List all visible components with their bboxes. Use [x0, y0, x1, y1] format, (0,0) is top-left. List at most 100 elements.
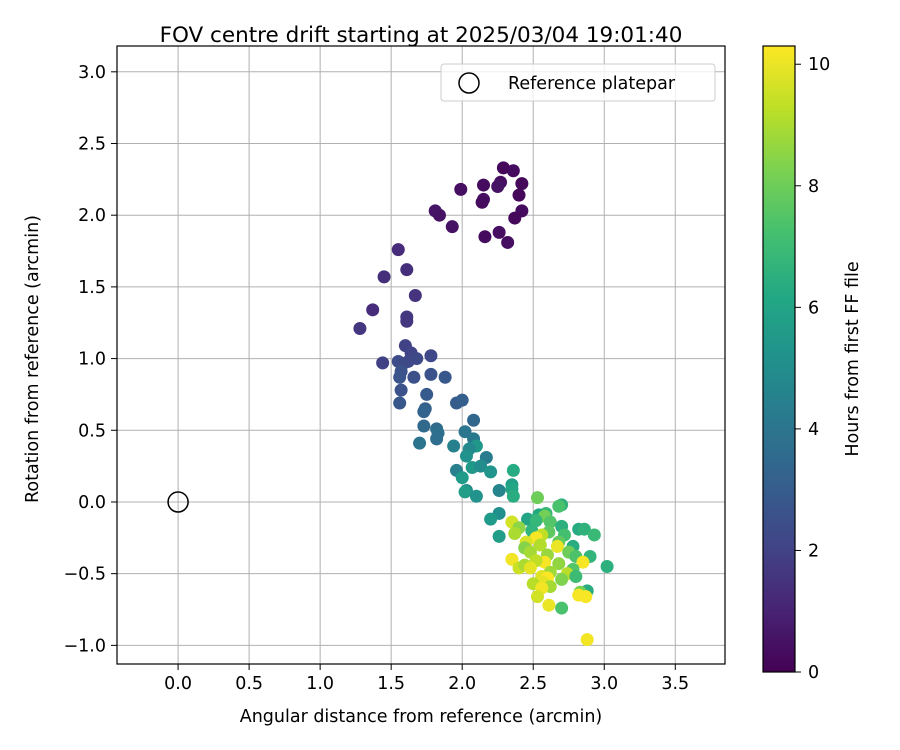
data-point — [508, 527, 522, 541]
data-point — [543, 515, 557, 529]
y-tick-label: −1.0 — [64, 636, 107, 656]
colorbar-tick-label: 6 — [808, 298, 819, 318]
data-point — [484, 512, 498, 526]
legend-box — [440, 63, 716, 102]
data-point — [353, 321, 367, 335]
data-point — [508, 211, 522, 225]
data-point — [506, 463, 520, 477]
data-point — [424, 349, 438, 363]
x-tick-label: 3.5 — [661, 674, 689, 694]
data-point — [512, 188, 526, 202]
x-tick-label: 3.0 — [590, 674, 618, 694]
plot-frame — [116, 45, 726, 665]
data-point — [533, 538, 547, 552]
data-point — [496, 161, 510, 175]
data-point — [393, 370, 407, 384]
data-point — [447, 439, 461, 453]
data-point — [577, 522, 591, 536]
colorbar-label: Hours from first FF file — [843, 261, 863, 456]
data-point — [467, 413, 481, 427]
data-point — [417, 419, 431, 433]
chart-title: FOV centre drift starting at 2025/03/04 … — [160, 23, 683, 48]
colorbar-gradient — [762, 45, 796, 673]
data-point — [491, 180, 505, 194]
data-point — [477, 178, 491, 192]
data-point — [587, 528, 601, 542]
data-point — [530, 491, 544, 505]
data-point — [501, 235, 515, 249]
data-point — [506, 164, 520, 178]
data-point — [413, 436, 427, 450]
data-point — [455, 471, 469, 485]
data-point — [438, 370, 452, 384]
data-point — [569, 570, 583, 584]
data-point — [455, 393, 469, 407]
data-point — [408, 288, 422, 302]
data-point — [459, 449, 473, 463]
x-tick-label: 0.5 — [235, 674, 263, 694]
data-point — [492, 484, 506, 498]
data-point — [475, 195, 489, 209]
data-point — [515, 177, 529, 191]
data-point — [445, 220, 459, 234]
data-point — [420, 387, 434, 401]
data-point — [417, 405, 431, 419]
legend-marker — [458, 72, 480, 94]
y-tick-label: 0.5 — [78, 421, 106, 441]
data-point — [555, 572, 569, 586]
data-point — [424, 367, 438, 381]
x-tick-label: 0.0 — [164, 674, 192, 694]
data-point — [391, 243, 405, 257]
y-tick-label: 2.5 — [78, 135, 106, 155]
y-tick-label: 1.0 — [78, 350, 106, 370]
legend: Reference platepar — [440, 63, 716, 102]
data-point — [552, 557, 566, 571]
data-point — [393, 396, 407, 410]
y-tick-label: −0.5 — [64, 565, 107, 585]
data-point — [542, 598, 556, 612]
data-point — [523, 561, 537, 575]
data-point — [430, 432, 444, 446]
colorbar-tick-label: 4 — [808, 420, 819, 440]
reference-platepar-marker — [167, 491, 189, 513]
data-point — [400, 263, 414, 277]
data-point — [478, 230, 492, 244]
legend-label: Reference platepar — [508, 74, 676, 94]
colorbar-tick-label: 10 — [808, 55, 830, 75]
data-point — [407, 370, 421, 384]
data-point — [576, 555, 590, 569]
data-point — [458, 485, 472, 499]
data-point — [394, 383, 408, 397]
data-point — [506, 489, 520, 503]
x-axis-label: Angular distance from reference (arcmin) — [240, 707, 603, 727]
x-tick-label: 2.0 — [448, 674, 476, 694]
x-tick-label: 2.5 — [519, 674, 547, 694]
data-point — [550, 539, 564, 553]
x-tick-label: 1.0 — [306, 674, 334, 694]
data-point — [552, 499, 566, 513]
y-tick-label: 3.0 — [78, 63, 106, 83]
data-point — [366, 303, 380, 317]
data-point — [492, 529, 506, 543]
y-tick-label: 1.5 — [78, 278, 106, 298]
data-point — [580, 633, 594, 647]
data-point — [555, 601, 569, 615]
data-point — [474, 459, 488, 473]
data-point — [376, 356, 390, 370]
colorbar-ticks: 0 2 4 6 8 10 — [795, 55, 830, 683]
colorbar-tick-label: 0 — [808, 663, 819, 683]
data-point — [492, 225, 506, 239]
data-point — [530, 590, 544, 604]
y-axis-ticks: −1.0 −0.5 0.0 0.5 1.0 1.5 2.0 2.5 3.0 — [64, 63, 117, 656]
data-point — [377, 270, 391, 284]
colorbar-tick-label: 8 — [808, 177, 819, 197]
data-point — [469, 489, 483, 503]
data-point — [400, 314, 414, 328]
data-point — [600, 559, 614, 573]
colorbar-tick-label: 2 — [808, 541, 819, 561]
data-point — [484, 465, 498, 479]
data-point — [454, 182, 468, 196]
y-tick-label: 2.0 — [78, 206, 106, 226]
x-axis-ticks: 0.0 0.5 1.0 1.5 2.0 2.5 3.0 3.5 — [164, 664, 689, 694]
